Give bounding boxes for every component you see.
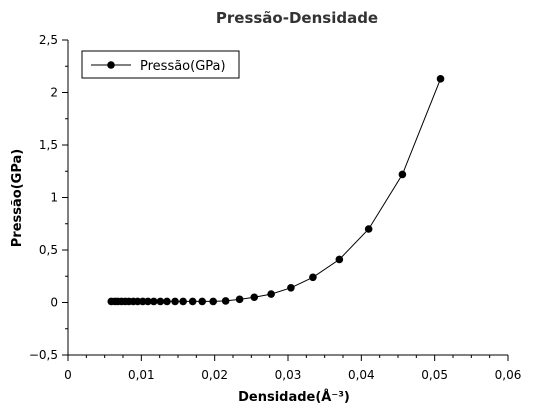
data-point <box>163 297 171 306</box>
y-tick-label: 1,5 <box>39 138 58 152</box>
y-tick-label: −0,5 <box>29 348 58 362</box>
data-point <box>267 290 275 298</box>
y-tick-label: 2,5 <box>39 33 58 47</box>
data-point <box>171 297 179 306</box>
data-point <box>235 295 244 304</box>
x-axis: 0 0,01 0,02 0,03 0,04 0,05 0,06 <box>64 354 522 382</box>
y-tick-label: 0,5 <box>39 243 58 257</box>
x-tick-label: 0,02 <box>201 368 228 382</box>
x-tick-label: 0,05 <box>421 368 448 382</box>
data-point <box>209 297 217 306</box>
data-point <box>436 75 445 83</box>
legend: Pressão(GPa) <box>81 50 240 79</box>
y-axis-title: Pressão(GPa) <box>10 149 25 247</box>
data-point <box>335 255 344 264</box>
data-point <box>188 297 197 306</box>
y-tick-label: 0 <box>50 296 58 310</box>
data-point <box>144 297 152 306</box>
y-tick-label: 2 <box>50 86 58 100</box>
x-tick-label: 0,03 <box>275 368 302 382</box>
x-tick-label: 0,04 <box>348 368 375 382</box>
x-tick-label: 0,06 <box>495 368 522 382</box>
data-point <box>398 170 407 179</box>
data-point <box>179 297 187 306</box>
data-point <box>309 273 317 282</box>
legend-label: Pressão(GPa) <box>140 59 226 74</box>
data-point <box>150 297 158 306</box>
series-line <box>111 78 441 302</box>
y-axis: −0,5 0 0,5 1 1,5 2 2,5 <box>29 33 69 362</box>
series-layer <box>107 75 445 306</box>
x-tick-label: 0 <box>64 368 72 382</box>
data-point <box>221 297 230 305</box>
data-point <box>287 284 295 292</box>
data-point <box>364 225 373 233</box>
x-axis-title: Densidade(Å⁻³) <box>238 389 350 405</box>
data-point <box>250 293 259 302</box>
legend-marker-sample <box>107 61 115 69</box>
y-tick-label: 1 <box>50 191 58 205</box>
data-point <box>156 297 165 306</box>
data-point <box>198 297 206 306</box>
chart-title: Pressão-Densidade <box>216 9 378 27</box>
x-tick-label: 0,01 <box>128 368 155 382</box>
